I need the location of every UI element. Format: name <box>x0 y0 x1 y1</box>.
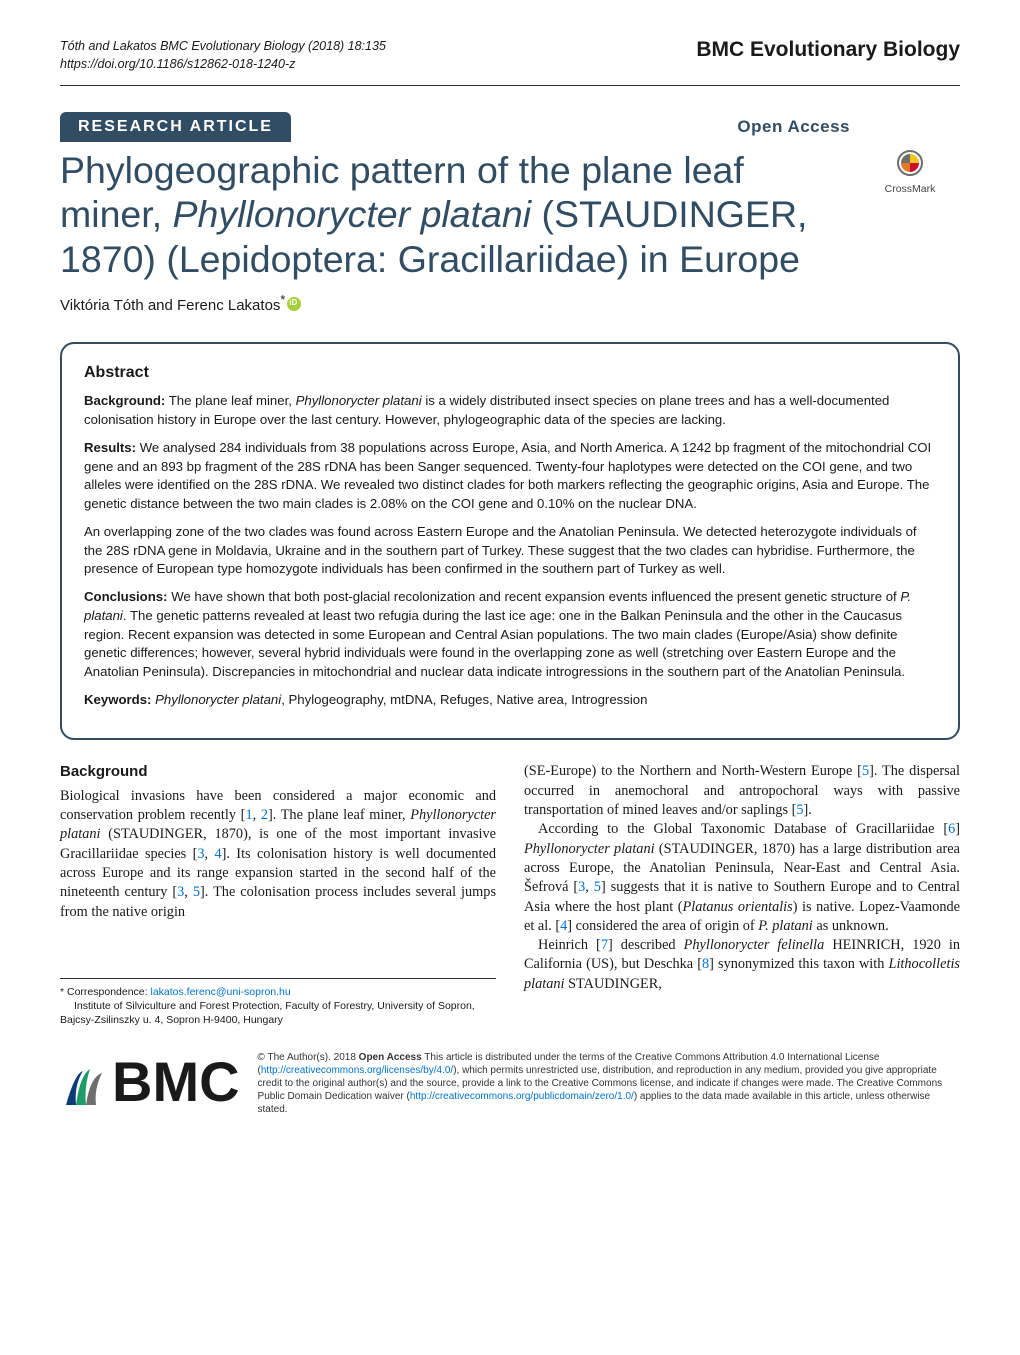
species-name: Phyllonorycter felinella <box>684 937 825 953</box>
ref-2[interactable]: 2 <box>261 807 268 823</box>
abstract-results-2: An overlapping zone of the two clades wa… <box>84 523 936 579</box>
t: ] synonymized this taxon with <box>709 956 888 972</box>
t: ]. <box>804 802 812 818</box>
res-lead: Results: <box>84 440 136 455</box>
correspondence-block: * Correspondence: lakatos.ferenc@uni-sop… <box>60 978 496 1028</box>
citation-line: Tóth and Lakatos BMC Evolutionary Biolog… <box>60 38 386 56</box>
license-text: © The Author(s). 2018 Open Access This a… <box>258 1049 960 1116</box>
ref-5d[interactable]: 5 <box>594 879 601 895</box>
open-access-label: Open Access <box>737 117 850 137</box>
bg-text: The plane leaf miner, Phyllonorycter pla… <box>84 393 889 427</box>
article-title: Phylogeographic pattern of the plane lea… <box>60 148 960 281</box>
t: as unknown. <box>813 918 889 934</box>
body-columns: Background Biological invasions have bee… <box>60 762 960 1027</box>
abstract-keywords: Keywords: Phyllonorycter platani, Phylog… <box>84 691 936 710</box>
oa-bold: Open Access <box>359 1052 422 1063</box>
t: , <box>585 879 594 895</box>
body-p-left-1: Biological invasions have been considere… <box>60 787 496 922</box>
ref-1[interactable]: 1 <box>245 807 252 823</box>
t: , <box>205 846 215 862</box>
t: ] considered the area of origin of <box>567 918 758 934</box>
ref-5c[interactable]: 5 <box>796 802 803 818</box>
running-head-row: Tóth and Lakatos BMC Evolutionary Biolog… <box>0 0 1020 81</box>
body-p-right-3: Heinrich [7] described Phyllonorycter fe… <box>524 936 960 994</box>
crossmark-icon <box>897 150 923 176</box>
host-plant: Platanus orientalis <box>683 899 793 915</box>
t: ]. The plane leaf miner, <box>268 807 410 823</box>
cc-by-link[interactable]: http://creativecommons.org/licenses/by/4… <box>261 1065 453 1076</box>
body-right-column: (SE-Europe) to the Northern and North-We… <box>524 762 960 1027</box>
corr-affiliation: Institute of Silviculture and Forest Pro… <box>60 999 496 1027</box>
abstract-box: Abstract Background: The plane leaf mine… <box>60 342 960 741</box>
t: (SE-Europe) to the Northern and North-We… <box>524 763 862 779</box>
conc-lead: Conclusions: <box>84 589 168 604</box>
crossmark-label: CrossMark <box>860 183 960 195</box>
bmc-text: BMC <box>112 1049 240 1114</box>
t: , <box>184 884 193 900</box>
corr-asterisk: * <box>280 293 285 307</box>
ref-3[interactable]: 3 <box>197 846 204 862</box>
ref-7[interactable]: 7 <box>601 937 608 953</box>
abstract-heading: Abstract <box>84 362 936 385</box>
orcid-icon[interactable] <box>287 297 301 311</box>
footer-row: BMC © The Author(s). 2018 Open Access Th… <box>60 1049 960 1116</box>
t: ] described <box>608 937 684 953</box>
bmc-spring-icon <box>60 1059 106 1105</box>
lic-a: © The Author(s). 2018 <box>258 1052 359 1063</box>
abstract-results-1: Results: We analysed 284 individuals fro… <box>84 439 936 514</box>
corr-lead: * Correspondence: <box>60 986 150 998</box>
background-heading: Background <box>60 762 496 782</box>
conc-text: We have shown that both post-glacial rec… <box>84 589 911 679</box>
body-p-right-1: (SE-Europe) to the Northern and North-We… <box>524 762 960 820</box>
ref-5[interactable]: 5 <box>193 884 200 900</box>
corr-email-link[interactable]: lakatos.ferenc@uni-sopron.hu <box>150 986 290 998</box>
abstract-conclusions: Conclusions: We have shown that both pos… <box>84 588 936 682</box>
t: Heinrich [ <box>538 937 601 953</box>
kw-lead: Keywords: <box>84 692 151 707</box>
article-type-badge: RESEARCH ARTICLE <box>60 112 291 142</box>
species-name: Phyllonorycter platani <box>524 841 655 857</box>
authors-text: Viktória Tóth and Ferenc Lakatos <box>60 297 280 314</box>
abstract-background: Background: The plane leaf miner, Phyllo… <box>84 392 936 429</box>
res-text-1: We analysed 284 individuals from 38 popu… <box>84 440 931 511</box>
kw-text: Phyllonorycter platani, Phylogeography, … <box>151 692 647 707</box>
t: ] <box>955 821 960 837</box>
title-block: Phylogeographic pattern of the plane lea… <box>60 148 960 281</box>
t: According to the Global Taxonomic Databa… <box>538 821 948 837</box>
bmc-logo: BMC <box>60 1049 240 1114</box>
doi-line: https://doi.org/10.1186/s12862-018-1240-… <box>60 56 386 74</box>
t: STAUDINGER, <box>565 976 662 992</box>
body-p-right-2: According to the Global Taxonomic Databa… <box>524 820 960 936</box>
bg-lead: Background: <box>84 393 165 408</box>
corr-line-1: * Correspondence: lakatos.ferenc@uni-sop… <box>60 985 496 999</box>
t: , <box>253 807 261 823</box>
ref-4[interactable]: 4 <box>214 846 221 862</box>
header-divider <box>60 85 960 86</box>
title-species: Phyllonorycter platani <box>173 193 532 235</box>
journal-name: BMC Evolutionary Biology <box>696 38 960 62</box>
crossmark-badge[interactable]: CrossMark <box>860 150 960 195</box>
running-head-left: Tóth and Lakatos BMC Evolutionary Biolog… <box>60 38 386 73</box>
species-abbr: P. platani <box>758 918 813 934</box>
author-line: Viktória Tóth and Ferenc Lakatos* <box>60 293 960 314</box>
label-bar: RESEARCH ARTICLE Open Access <box>60 112 960 142</box>
cc0-link[interactable]: http://creativecommons.org/publicdomain/… <box>410 1091 634 1102</box>
body-left-column: Background Biological invasions have bee… <box>60 762 496 1027</box>
